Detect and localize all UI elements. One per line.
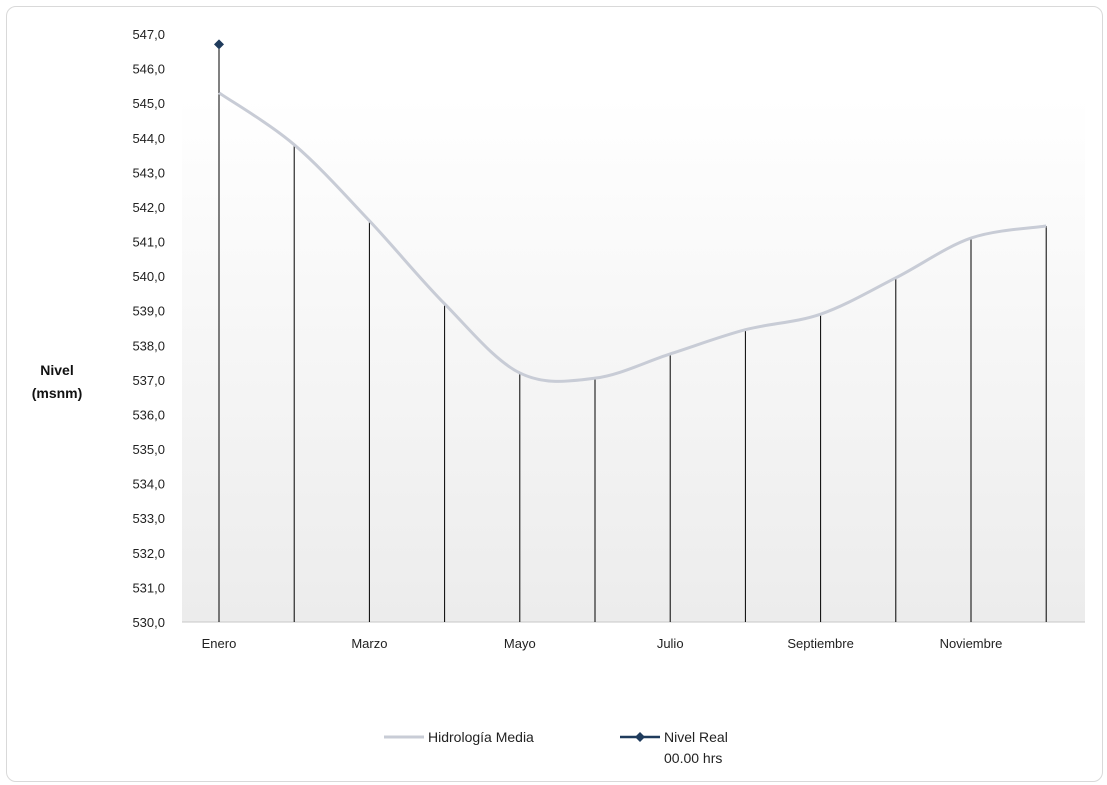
y-axis-label-line1: Nivel xyxy=(40,362,73,378)
legend-label-nivel-real: Nivel Real xyxy=(664,729,728,745)
x-tick-label: Julio xyxy=(657,636,684,651)
y-axis-label-line2: (msnm) xyxy=(32,385,83,401)
y-tick-label: 534,0 xyxy=(132,477,165,492)
y-tick-label: 545,0 xyxy=(132,96,165,111)
y-tick-label: 537,0 xyxy=(132,373,165,388)
x-axis-ticks: Enero Marzo Mayo Julio Septiembre Noviembre xyxy=(202,636,1003,651)
y-tick-label: 540,0 xyxy=(132,269,165,284)
legend-label-hidrologia-media: Hidrología Media xyxy=(428,729,534,745)
y-axis-ticks: 530,0 531,0 532,0 533,0 534,0 535,0 536,0 537,0… xyxy=(132,27,165,630)
nivel-real-point xyxy=(214,39,224,50)
plot-area xyxy=(182,97,1085,622)
legend-marker-nivel-real xyxy=(635,732,645,742)
y-tick-label: 539,0 xyxy=(132,304,165,319)
x-tick-label: Noviembre xyxy=(940,636,1003,651)
y-tick-label: 532,0 xyxy=(132,546,165,561)
drop-lines xyxy=(218,44,1047,622)
x-tick-label: Mayo xyxy=(504,636,536,651)
y-tick-label: 530,0 xyxy=(132,615,165,630)
y-tick-label: 541,0 xyxy=(132,235,165,250)
legend-label-nivel-real-time: 00.00 hrs xyxy=(664,750,722,766)
y-tick-label: 547,0 xyxy=(132,27,165,42)
y-tick-label: 538,0 xyxy=(132,338,165,353)
y-tick-label: 542,0 xyxy=(132,200,165,215)
y-tick-label: 546,0 xyxy=(132,62,165,77)
legend: Hidrología Media Nivel Real 00.00 hrs xyxy=(384,729,728,766)
y-tick-label: 531,0 xyxy=(132,580,165,595)
series-line-hidrologia-media xyxy=(218,91,1047,383)
x-tick-label: Septiembre xyxy=(787,636,853,651)
y-tick-label: 535,0 xyxy=(132,442,165,457)
x-tick-label: Enero xyxy=(202,636,237,651)
x-tick-label: Marzo xyxy=(351,636,387,651)
y-tick-label: 543,0 xyxy=(132,165,165,180)
series-layer xyxy=(214,39,1047,383)
y-tick-label: 533,0 xyxy=(132,511,165,526)
y-tick-label: 544,0 xyxy=(132,131,165,146)
y-tick-label: 536,0 xyxy=(132,407,165,422)
